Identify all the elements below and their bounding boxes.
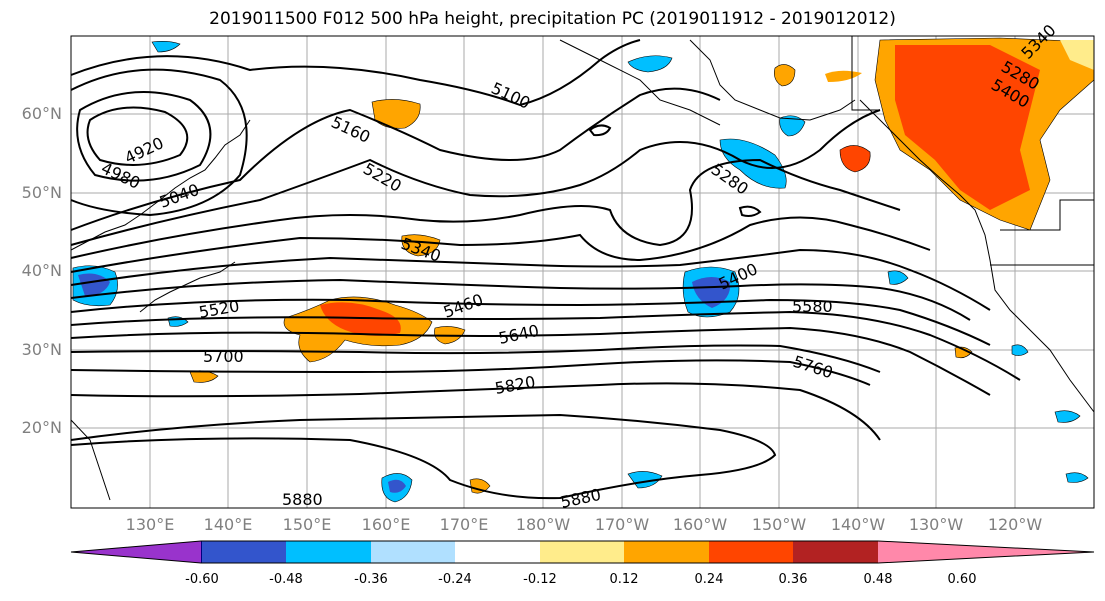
colorbar-bin <box>202 541 286 563</box>
contour-label-5880-west: 5880 <box>282 490 323 509</box>
height-contours <box>70 39 1021 500</box>
lon-label-160e: 160°E <box>361 515 411 534</box>
contour-5340 <box>70 216 931 273</box>
lon-label-150w: 150°W <box>751 515 807 534</box>
contour-5700 <box>70 344 881 373</box>
lon-label-140e: 140°E <box>203 515 253 534</box>
map-frame <box>70 35 1095 509</box>
colorbar-extend-min <box>71 541 201 563</box>
contour-5580 <box>70 310 1021 381</box>
contour-5880 <box>70 413 777 500</box>
lon-label-140w: 140°W <box>830 515 886 534</box>
coastline-east-asia <box>70 119 251 251</box>
contour-label-5580: 5580 <box>792 297 833 316</box>
lon-label-150e: 150°E <box>282 515 332 534</box>
contour-5460 <box>70 278 971 321</box>
contour-label-5700: 5700 <box>203 347 244 366</box>
precip-shading <box>72 37 1095 503</box>
contour-5400 <box>70 248 991 311</box>
colorbar-tick-label: -0.48 <box>269 572 303 587</box>
colorbar <box>70 540 1095 564</box>
colorbar-bin <box>793 541 878 563</box>
colorbar-tick-label: 0.36 <box>778 572 808 587</box>
colorbar-tick-label: 0.24 <box>694 572 724 587</box>
lat-label-20n: 20°N <box>21 418 62 437</box>
colorbar-tick-label: 0.12 <box>609 572 639 587</box>
colorbar-tick-label: 0.60 <box>947 572 977 587</box>
colorbar-bin <box>286 541 371 563</box>
colorbar-tick-label: -0.12 <box>523 572 557 587</box>
contour-5520 <box>70 298 991 346</box>
colorbar-tick-label: -0.60 <box>185 572 219 587</box>
lon-label-180w: 180°W <box>515 515 571 534</box>
colorbar-bin <box>201 541 202 563</box>
lon-label-120w: 120°W <box>987 515 1043 534</box>
colorbar-tick-label: -0.24 <box>438 572 472 587</box>
contour-5040 <box>70 68 248 217</box>
lon-label-160w: 160°W <box>672 515 728 534</box>
contour-5760 <box>70 359 871 386</box>
colorbar-tick-label: 0.48 <box>863 572 893 587</box>
lat-label-60n: 60°N <box>21 104 62 123</box>
colorbar-bin <box>709 541 793 563</box>
lon-label-170w: 170°W <box>594 515 650 534</box>
contour-5160 <box>70 87 721 231</box>
contour-4980 <box>76 91 212 182</box>
contour-5100 <box>70 39 641 107</box>
contour-4920 <box>86 106 189 166</box>
lon-label-130e: 130°E <box>125 515 175 534</box>
lon-label-130w: 130°W <box>908 515 964 534</box>
contour-5640 <box>70 326 991 396</box>
colorbar-bin <box>371 541 455 563</box>
colorbar-bin <box>540 541 624 563</box>
colorbar-tick-label: -0.36 <box>354 572 388 587</box>
colorbar-extend-max <box>878 541 1094 563</box>
colorbar-outline <box>70 540 1095 564</box>
lat-label-40n: 40°N <box>21 261 62 280</box>
coastlines <box>70 36 1095 501</box>
coastline-north-america <box>859 99 1095 413</box>
contour-5280 <box>70 158 901 259</box>
map-title: 2019011500 F012 500 hPa height, precipit… <box>209 9 896 29</box>
lat-label-50n: 50°N <box>21 183 62 202</box>
contour-5820 <box>70 382 881 441</box>
lon-label-170e: 170°E <box>439 515 489 534</box>
colorbar-bin <box>624 541 709 563</box>
coastline-alaska <box>689 39 856 121</box>
precip-area-northwest-core <box>895 45 1040 210</box>
contour-5220 <box>70 109 881 246</box>
lat-label-30n: 30°N <box>21 340 62 359</box>
colorbar-bin <box>455 541 540 563</box>
